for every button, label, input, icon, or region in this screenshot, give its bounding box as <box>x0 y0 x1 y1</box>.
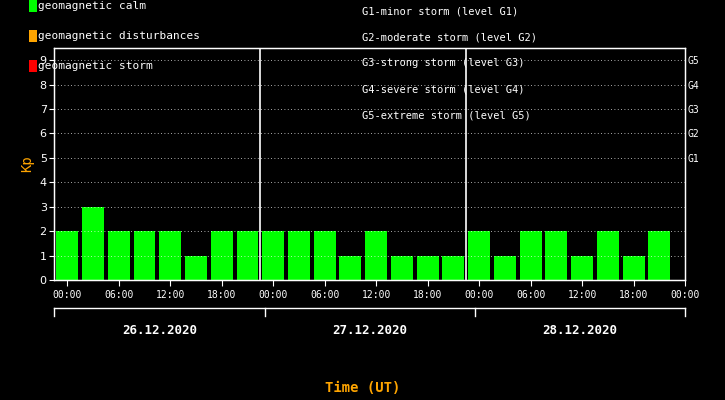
Bar <box>288 231 310 280</box>
Text: geomagnetic storm: geomagnetic storm <box>38 61 153 71</box>
Bar <box>133 231 155 280</box>
Bar <box>571 256 593 280</box>
Text: G5-extreme storm (level G5): G5-extreme storm (level G5) <box>362 110 531 120</box>
Bar <box>442 256 464 280</box>
Bar <box>108 231 130 280</box>
Text: 28.12.2020: 28.12.2020 <box>542 324 618 336</box>
Y-axis label: Kp: Kp <box>20 156 34 172</box>
Bar <box>160 231 181 280</box>
Bar <box>468 231 490 280</box>
Text: 26.12.2020: 26.12.2020 <box>122 324 197 336</box>
Bar <box>623 256 645 280</box>
Bar <box>185 256 207 280</box>
Bar <box>339 256 361 280</box>
Bar <box>494 256 516 280</box>
Bar <box>520 231 542 280</box>
Bar <box>57 231 78 280</box>
Text: Time (UT): Time (UT) <box>325 381 400 395</box>
Bar <box>365 231 387 280</box>
Text: G4-severe storm (level G4): G4-severe storm (level G4) <box>362 84 525 94</box>
Bar <box>236 231 258 280</box>
Text: G3-strong storm (level G3): G3-strong storm (level G3) <box>362 58 525 68</box>
Bar <box>648 231 671 280</box>
Text: G1-minor storm (level G1): G1-minor storm (level G1) <box>362 6 519 16</box>
Bar <box>82 207 104 280</box>
Bar <box>417 256 439 280</box>
Bar <box>597 231 619 280</box>
Text: geomagnetic disturbances: geomagnetic disturbances <box>38 31 200 41</box>
Text: G2-moderate storm (level G2): G2-moderate storm (level G2) <box>362 32 537 42</box>
Bar <box>314 231 336 280</box>
Text: geomagnetic calm: geomagnetic calm <box>38 1 146 11</box>
Bar <box>545 231 568 280</box>
Text: 27.12.2020: 27.12.2020 <box>332 324 407 336</box>
Bar <box>391 256 413 280</box>
Bar <box>211 231 233 280</box>
Bar <box>262 231 284 280</box>
